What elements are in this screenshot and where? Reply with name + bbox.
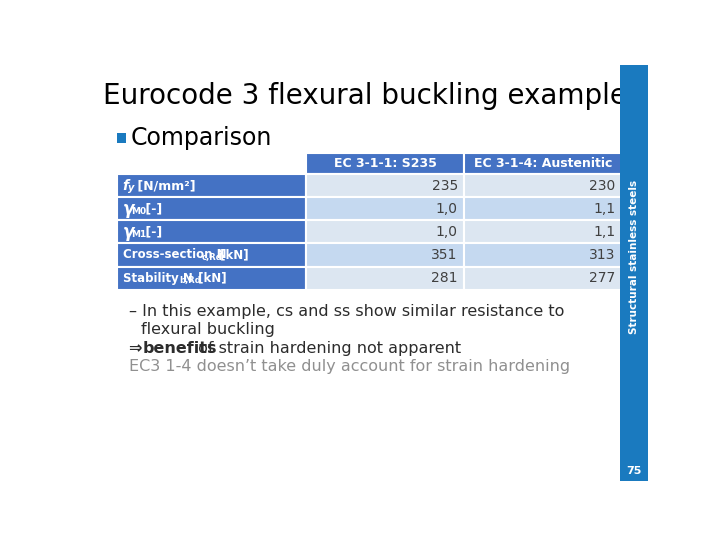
Bar	[306, 244, 464, 267]
Text: 75: 75	[626, 467, 642, 476]
Bar	[464, 197, 621, 220]
Text: 281: 281	[431, 271, 458, 285]
Text: EC 3-1-4: Austenitic: EC 3-1-4: Austenitic	[474, 157, 612, 170]
Bar	[464, 267, 621, 289]
Text: – In this example, cs and ss show similar resistance to: – In this example, cs and ss show simila…	[129, 303, 564, 319]
Bar	[117, 197, 306, 220]
Text: 277: 277	[589, 271, 616, 285]
Text: c,Rd: c,Rd	[202, 253, 222, 262]
Bar	[306, 220, 464, 244]
Text: Stability N: Stability N	[122, 272, 192, 285]
Text: EC3 1-4 doesn’t take duly account for strain hardening: EC3 1-4 doesn’t take duly account for st…	[129, 359, 570, 374]
Bar	[117, 133, 127, 143]
Text: y: y	[128, 183, 135, 193]
Bar	[306, 267, 464, 289]
Text: Comparison: Comparison	[131, 126, 272, 150]
Text: Structural stainless steels: Structural stainless steels	[629, 180, 639, 334]
Text: 235: 235	[431, 179, 458, 193]
Bar	[117, 174, 306, 197]
Bar	[464, 153, 621, 174]
Text: 1,0: 1,0	[436, 202, 458, 216]
Text: EC 3-1-1: S235: EC 3-1-1: S235	[333, 157, 436, 170]
Bar	[306, 153, 464, 174]
Text: γ: γ	[122, 223, 134, 241]
Bar	[464, 174, 621, 197]
Text: flexural buckling: flexural buckling	[141, 322, 275, 337]
Text: [-]: [-]	[141, 202, 163, 215]
Text: 1,0: 1,0	[436, 225, 458, 239]
Text: Cross-section N: Cross-section N	[122, 248, 226, 261]
Text: 1,1: 1,1	[593, 225, 616, 239]
Text: [-]: [-]	[141, 225, 163, 238]
Text: M0: M0	[131, 207, 146, 215]
Text: Eurocode 3 flexural buckling example: Eurocode 3 flexural buckling example	[103, 82, 627, 110]
Text: 1,1: 1,1	[593, 202, 616, 216]
Bar	[117, 244, 306, 267]
Text: f: f	[122, 179, 129, 193]
Bar	[306, 174, 464, 197]
Bar	[620, 65, 648, 481]
Text: [kN]: [kN]	[194, 272, 227, 285]
Bar	[464, 244, 621, 267]
Text: M1: M1	[131, 230, 146, 239]
Text: of strain hardening not apparent: of strain hardening not apparent	[193, 341, 462, 356]
Bar	[306, 197, 464, 220]
Text: [kN]: [kN]	[216, 248, 249, 261]
Text: 230: 230	[589, 179, 616, 193]
Text: 313: 313	[589, 248, 616, 262]
Text: [N/mm²]: [N/mm²]	[132, 179, 195, 192]
Text: ⇒: ⇒	[129, 341, 148, 356]
Text: b,Rd: b,Rd	[179, 276, 201, 285]
Bar	[117, 267, 306, 289]
Bar	[117, 220, 306, 244]
Text: benefits: benefits	[143, 341, 217, 356]
Text: γ: γ	[122, 200, 134, 218]
Text: 351: 351	[431, 248, 458, 262]
Bar	[464, 220, 621, 244]
